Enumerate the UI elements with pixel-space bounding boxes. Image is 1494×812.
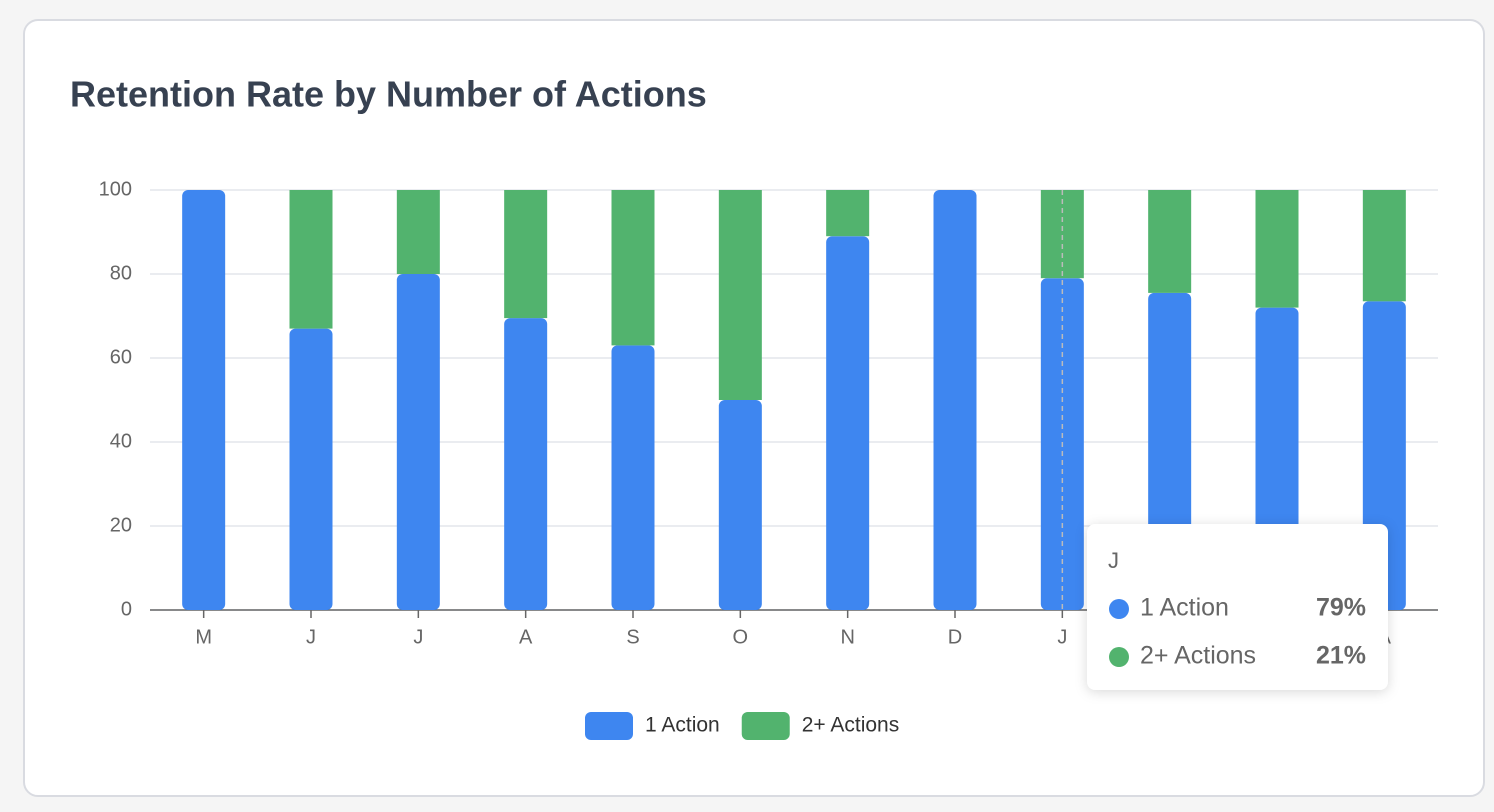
bar-segment (611, 190, 655, 346)
bar-segment (182, 190, 226, 610)
tooltip-title: J (1108, 548, 1119, 573)
bar-segment (289, 190, 333, 329)
x-tick-label: S (626, 626, 639, 648)
bar-segment (504, 318, 548, 610)
bar-segment (396, 190, 440, 274)
chart-title: Retention Rate by Number of Actions (70, 74, 707, 115)
tooltip-value: 79% (1316, 594, 1366, 622)
y-tick-label: 100 (99, 178, 132, 200)
bar-segment (504, 190, 548, 319)
tooltip-dot (1109, 599, 1129, 619)
legend-swatch (741, 712, 790, 740)
bar-segment (1148, 190, 1192, 293)
x-tick-label: J (306, 626, 316, 648)
legend-label: 2+ Actions (802, 714, 899, 737)
bar-segment (396, 274, 440, 610)
y-tick-label: 60 (110, 346, 132, 368)
tooltip-box (1087, 524, 1388, 690)
legend-swatch (585, 712, 633, 740)
tooltip-series: 2+ Actions (1140, 642, 1256, 670)
x-tick-label: N (840, 626, 854, 648)
tooltip-value: 21% (1316, 642, 1366, 670)
x-tick-label: J (413, 626, 423, 648)
bar-segment (718, 190, 762, 400)
tooltip-dot (1109, 647, 1129, 667)
legend-label: 1 Action (645, 714, 720, 737)
x-tick-label: D (948, 626, 962, 648)
bar-segment (933, 190, 977, 610)
bar-segment (611, 345, 655, 610)
y-tick-label: 0 (121, 598, 132, 620)
tooltip-series: 1 Action (1140, 594, 1229, 622)
x-tick-label: M (195, 626, 212, 648)
y-tick-label: 20 (110, 514, 132, 536)
bar-segment (289, 328, 333, 610)
bar-segment (1255, 190, 1299, 308)
bar-segment (1362, 190, 1406, 302)
bar-segment (826, 190, 870, 237)
y-tick-label: 40 (110, 430, 132, 452)
bar-segment (718, 400, 762, 610)
x-tick-label: A (519, 626, 533, 648)
bar-segment (826, 236, 870, 610)
x-tick-label: O (733, 626, 749, 648)
x-tick-label: J (1057, 626, 1067, 648)
y-tick-label: 80 (110, 262, 132, 284)
